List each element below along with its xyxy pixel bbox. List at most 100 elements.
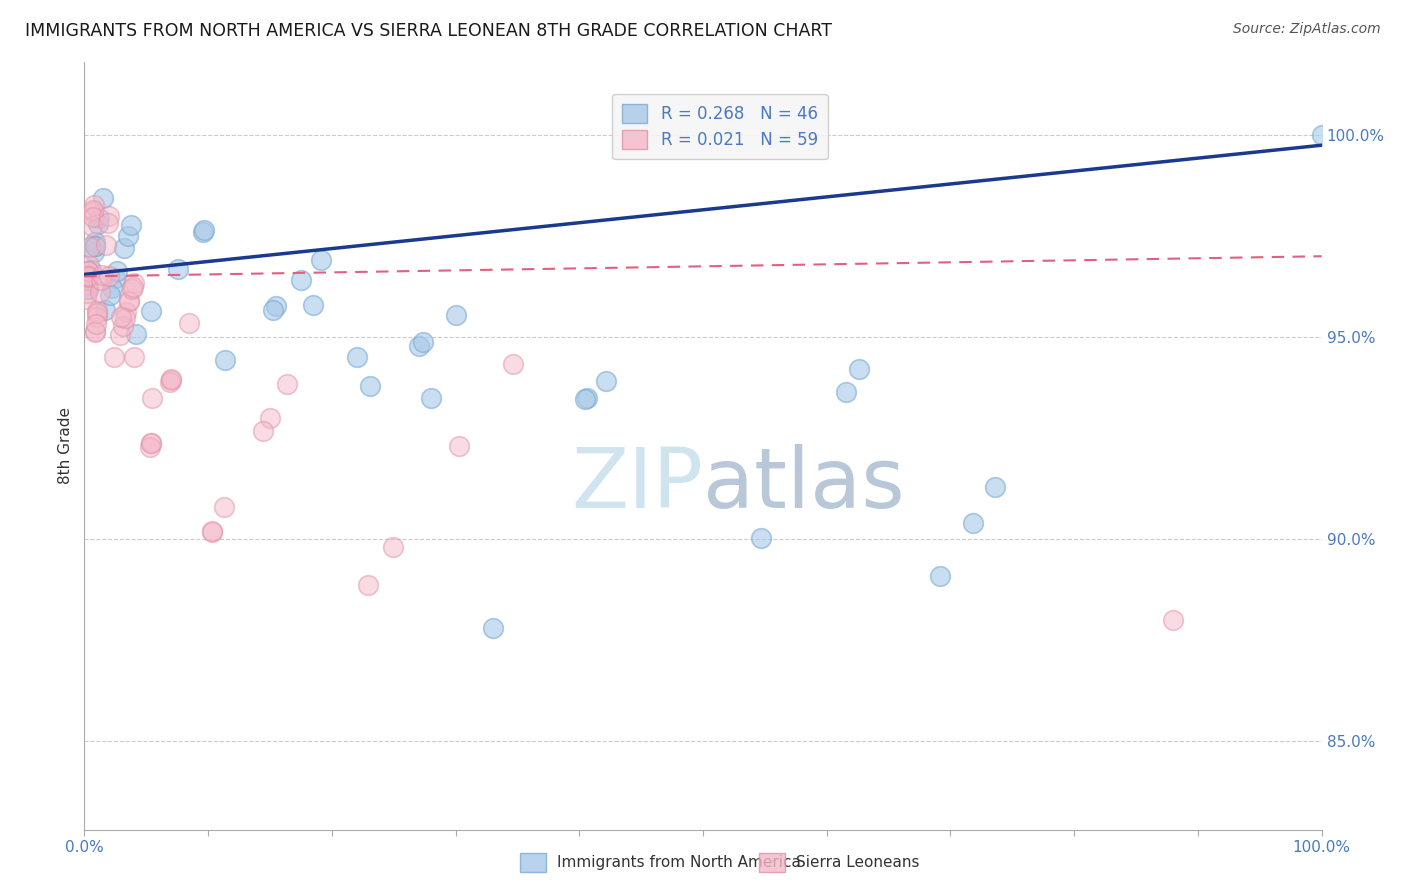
Point	[122, 279, 145, 293]
Point	[94, 238, 117, 252]
Point	[77, 268, 100, 282]
Point	[84, 317, 107, 331]
Point	[139, 304, 162, 318]
Point	[103, 351, 125, 365]
Point	[114, 311, 136, 326]
Point	[1161, 613, 1184, 627]
Point	[290, 273, 312, 287]
Point	[408, 339, 430, 353]
Point	[82, 203, 104, 218]
Point	[115, 304, 138, 318]
Point	[928, 569, 950, 583]
Text: ZIP: ZIP	[571, 444, 703, 524]
Point	[122, 277, 145, 291]
Point	[252, 424, 274, 438]
Point	[201, 524, 224, 539]
Point	[848, 362, 870, 376]
Point	[77, 282, 100, 296]
Point	[309, 252, 332, 267]
Point	[117, 228, 139, 243]
Point	[139, 440, 162, 454]
Point	[86, 306, 108, 320]
Point	[86, 310, 108, 324]
Point	[121, 282, 143, 296]
Point	[419, 391, 441, 405]
Point	[574, 392, 596, 406]
Point	[77, 282, 100, 296]
Point	[302, 298, 325, 312]
Point	[75, 292, 97, 306]
Point	[502, 357, 524, 371]
Point	[259, 410, 281, 425]
Point	[749, 532, 772, 546]
Point	[984, 480, 1007, 494]
Point	[76, 270, 98, 285]
Point	[89, 285, 111, 299]
Point	[201, 524, 224, 539]
Point	[83, 325, 105, 339]
Point	[112, 241, 135, 255]
Point	[94, 303, 117, 318]
Point	[481, 621, 503, 635]
Point	[104, 271, 127, 285]
Point	[80, 219, 103, 234]
Point	[214, 500, 236, 514]
Point	[125, 327, 148, 342]
Point	[82, 205, 104, 219]
Text: IMMIGRANTS FROM NORTH AMERICA VS SIERRA LEONEAN 8TH GRADE CORRELATION CHART: IMMIGRANTS FROM NORTH AMERICA VS SIERRA …	[25, 22, 832, 40]
Point	[79, 240, 101, 254]
Point	[262, 302, 284, 317]
Point	[346, 350, 368, 364]
Point	[101, 281, 124, 295]
Point	[276, 376, 298, 391]
Point	[83, 197, 105, 211]
Point	[167, 262, 190, 277]
Point	[382, 540, 405, 554]
Legend: R = 0.268   N = 46, R = 0.021   N = 59: R = 0.268 N = 46, R = 0.021 N = 59	[613, 94, 828, 159]
Point	[98, 269, 121, 284]
Point	[90, 272, 112, 286]
Text: atlas: atlas	[703, 444, 904, 524]
Point	[82, 210, 104, 224]
Point	[83, 245, 105, 260]
Point	[77, 264, 100, 278]
Point	[1310, 128, 1333, 142]
Point	[98, 209, 121, 223]
Point	[86, 304, 108, 318]
Point	[193, 222, 215, 236]
Point	[89, 211, 111, 225]
Point	[595, 374, 617, 388]
Point	[77, 258, 100, 272]
Point	[191, 225, 214, 239]
Text: Source: ZipAtlas.com: Source: ZipAtlas.com	[1233, 22, 1381, 37]
Point	[83, 239, 105, 253]
Point	[179, 316, 201, 330]
Point	[264, 300, 287, 314]
Point	[575, 391, 598, 405]
Point	[84, 324, 107, 338]
Point	[120, 218, 142, 232]
Point	[141, 391, 163, 405]
Point	[962, 516, 984, 530]
Point	[97, 215, 120, 229]
Point	[118, 294, 141, 309]
Point	[141, 435, 163, 450]
Point	[447, 440, 470, 454]
Point	[412, 335, 434, 350]
Point	[77, 264, 100, 278]
Point	[76, 278, 98, 293]
Point	[98, 288, 121, 302]
Point	[359, 379, 381, 393]
Point	[214, 353, 236, 368]
Point	[111, 318, 134, 333]
Point	[76, 285, 98, 300]
Point	[139, 436, 162, 450]
Point	[160, 373, 183, 387]
Point	[108, 328, 131, 343]
Point	[444, 308, 467, 322]
Point	[118, 294, 141, 309]
Text: Immigrants from North America: Immigrants from North America	[557, 855, 800, 870]
Point	[87, 217, 110, 231]
Point	[110, 310, 132, 324]
Point	[80, 262, 103, 277]
